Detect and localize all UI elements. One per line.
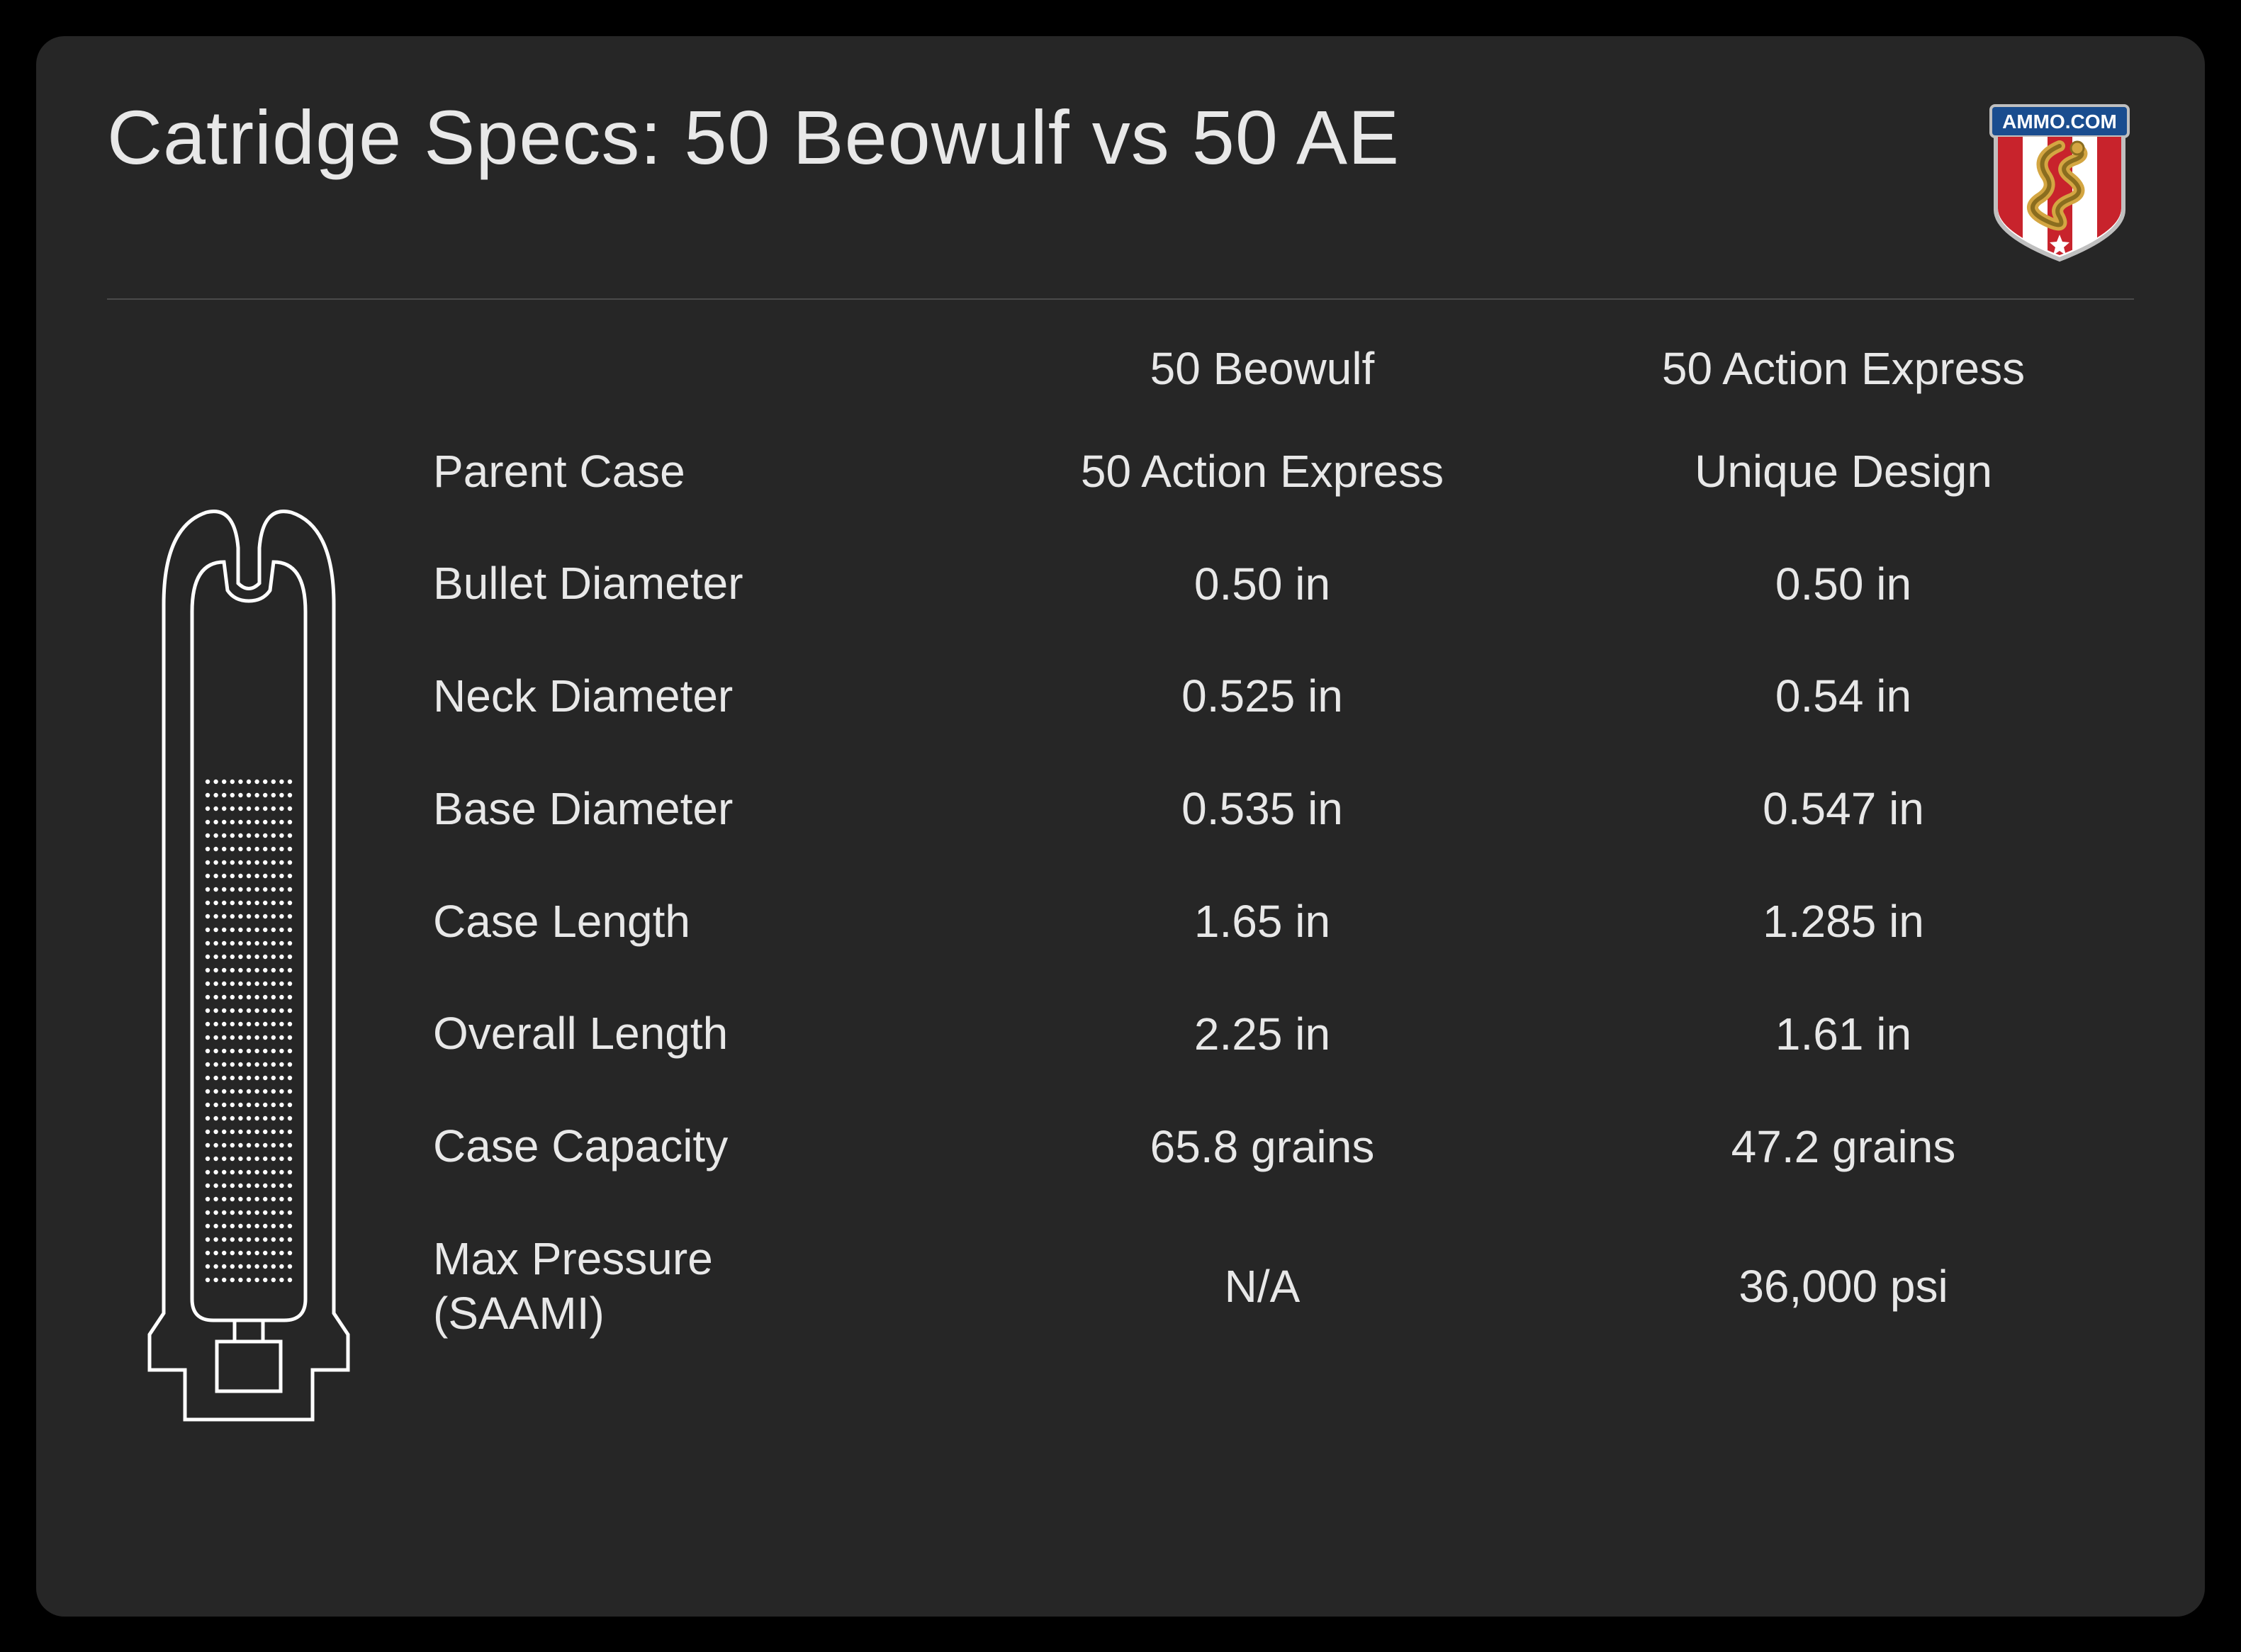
table-row: Overall Length2.25 in1.61 in [433,1006,2134,1061]
row-value-1: N/A [972,1260,1553,1313]
table-row: Neck Diameter0.525 in0.54 in [433,669,2134,724]
row-value-1: 1.65 in [972,895,1553,948]
row-value-2: 1.61 in [1553,1008,2134,1060]
table-row: Parent Case50 Action ExpressUnique Desig… [433,444,2134,499]
ammo-logo: AMMO.COM [1985,93,2134,263]
cartridge-diagram [107,342,391,1469]
row-label: Overall Length [433,1006,972,1061]
logo-text: AMMO.COM [2002,111,2117,133]
label-col-spacer [433,342,972,395]
row-value-1: 0.535 in [972,782,1553,835]
row-value-1: 50 Action Express [972,445,1553,498]
table-row: Max Pressure(SAAMI)N/A36,000 psi [433,1232,2134,1341]
row-value-2: Unique Design [1553,445,2134,498]
row-value-1: 2.25 in [972,1008,1553,1060]
row-value-2: 0.54 in [1553,670,2134,722]
table-row: Base Diameter0.535 in0.547 in [433,782,2134,836]
col-header-1: 50 Beowulf [972,342,1553,395]
table-row: Case Capacity65.8 grains47.2 grains [433,1119,2134,1174]
row-label: Bullet Diameter [433,556,972,611]
row-value-2: 0.547 in [1553,782,2134,835]
row-value-2: 47.2 grains [1553,1120,2134,1173]
table-header-row: 50 Beowulf 50 Action Express [433,342,2134,395]
col-header-2: 50 Action Express [1553,342,2134,395]
row-value-2: 36,000 psi [1553,1260,2134,1313]
row-value-1: 0.525 in [972,670,1553,722]
row-label: Case Length [433,894,972,949]
row-label: Max Pressure(SAAMI) [433,1232,972,1341]
row-value-1: 65.8 grains [972,1120,1553,1173]
page-title: Catridge Specs: 50 Beowulf vs 50 AE [107,93,1400,181]
row-label: Case Capacity [433,1119,972,1174]
spec-card: Catridge Specs: 50 Beowulf vs 50 AE AMMO… [36,36,2205,1617]
header: Catridge Specs: 50 Beowulf vs 50 AE AMMO… [107,93,2134,263]
table-row: Case Length1.65 in1.285 in [433,894,2134,949]
row-label: Base Diameter [433,782,972,836]
row-label: Parent Case [433,444,972,499]
row-label: Neck Diameter [433,669,972,724]
spec-table: 50 Beowulf 50 Action Express Parent Case… [433,342,2134,1469]
divider [107,298,2134,300]
table-row: Bullet Diameter0.50 in0.50 in [433,556,2134,611]
row-value-1: 0.50 in [972,558,1553,610]
content-area: 50 Beowulf 50 Action Express Parent Case… [107,342,2134,1469]
row-value-2: 1.285 in [1553,895,2134,948]
row-value-2: 0.50 in [1553,558,2134,610]
